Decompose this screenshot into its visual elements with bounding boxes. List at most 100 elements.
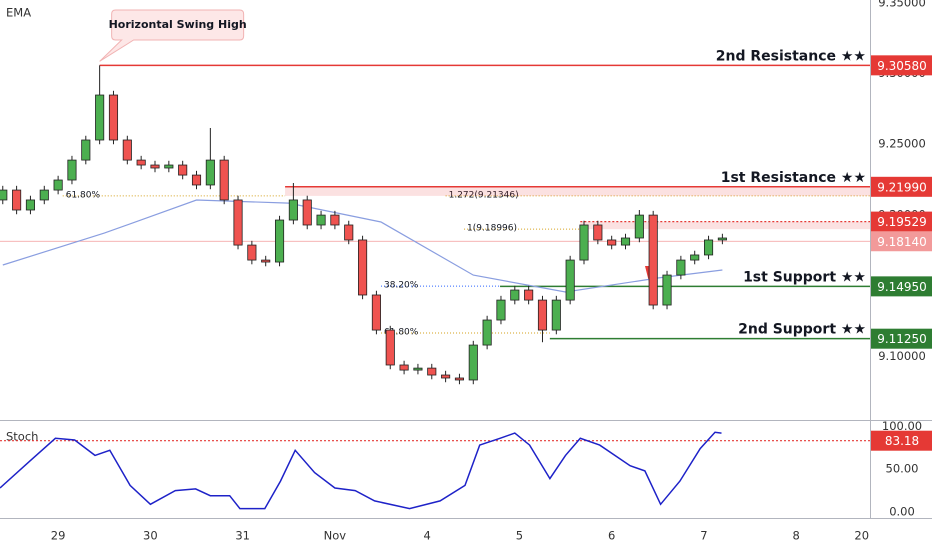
candle-body [662,274,672,306]
candle-body [648,214,658,306]
callout-text: Horizontal Swing High [109,18,247,31]
candle-body [468,344,478,381]
candle-body [191,174,202,186]
candle-body [178,164,188,176]
y-tick-label: 9.35000 [878,0,926,9]
candle-body [25,199,35,211]
level-name: 2nd Resistance ★★ [716,48,866,64]
candle-body [593,224,603,241]
candle-body [537,299,548,331]
stoch-title: Stoch [6,430,38,444]
indicator-name: EMA [6,6,31,20]
stoch-level-box [871,430,932,451]
candle-body [482,319,492,346]
candle-body [371,294,381,331]
candle-body [358,239,368,296]
level-band [285,186,870,196]
fib-label: 38.20% [384,281,419,291]
price-pane: 61.80% 1.272(9.21346) 1(9.18996) 38.20% 61.8… [0,64,870,385]
candle-body [95,94,105,141]
candle-body [288,199,298,221]
price-label-box [871,276,932,297]
fib-label: 61.80% [384,328,419,338]
candle-body [261,259,271,263]
candle-body [233,199,243,246]
x-tick-label: 6 [608,529,615,543]
candle-body [579,224,589,261]
candle-body [164,164,174,169]
candle-body [510,289,520,301]
candle-body [496,299,506,321]
candle-body [690,254,700,261]
candle-body [385,329,395,366]
candle-body [136,159,146,166]
candle-body [12,189,22,211]
price-label-box [871,55,932,76]
candle-body [122,139,132,161]
price-label: 9.21990 [877,180,927,194]
price-label-box [871,176,932,197]
candle-body [565,259,575,301]
fib-label: 1.272(9.21346) [449,190,519,200]
x-tick-label: 29 [51,529,66,543]
y-tick-label: 9.10000 [878,349,926,363]
candle-body [551,299,561,331]
stoch-line [0,431,722,510]
x-tick-label: 4 [423,529,430,543]
x-tick-label: 8 [793,529,800,543]
candle-body [413,367,423,371]
candle-body [316,214,326,226]
price-label-box [871,231,932,252]
price-label-box [871,328,932,349]
candle-body [441,374,451,379]
level-name: 1st Resistance ★★ [721,170,866,186]
fib-label: 1(9.18996) [467,224,517,234]
stoch-tick-label: 0.00 [889,505,915,519]
candle-body [108,94,119,141]
price-label: 9.19529 [877,215,927,229]
level-name: 2nd Support ★★ [738,322,866,338]
callout [99,9,245,62]
candle-body [703,239,714,256]
candle-body [247,244,257,261]
candle-body [676,259,686,276]
candle-body [205,159,215,186]
x-tick-label: 20 [854,529,869,543]
price-label: 9.18140 [877,235,927,249]
candle-body [427,367,437,376]
stoch-level-label: 83.18 [885,434,919,448]
candle-body [39,189,49,201]
price-label: 9.30580 [877,59,927,73]
level-band [580,221,870,230]
y-tick-label: 9.25000 [878,137,926,151]
x-tick-label: 7 [700,529,707,543]
candle-body [399,364,409,371]
stoch-tick-label: 100.00 [882,419,922,433]
fib-label: 61.80% [66,190,101,200]
candle-body [330,214,340,226]
ema-line [2,199,723,293]
x-tick-label: Nov [324,529,347,543]
candle-body [620,237,631,246]
x-tick-label: 31 [235,529,250,543]
price-label-box [871,211,932,232]
candle-body [150,164,160,169]
candle-body [524,289,534,301]
candle-body [607,239,617,246]
candle-body [53,179,63,191]
price-label: 9.11250 [877,332,927,346]
candle-body [454,377,465,381]
candle-body [302,199,312,226]
x-tick-label: 5 [516,529,523,543]
candle-body [634,214,644,239]
stoch-pane [0,431,870,510]
candle-body [344,224,354,241]
candle-body [67,159,77,181]
price-label: 9.14950 [877,280,927,294]
candle-body [717,237,727,241]
candle-body [219,159,229,201]
x-tick-label: 30 [143,529,158,543]
level-name: 1st Support ★★ [743,269,866,285]
